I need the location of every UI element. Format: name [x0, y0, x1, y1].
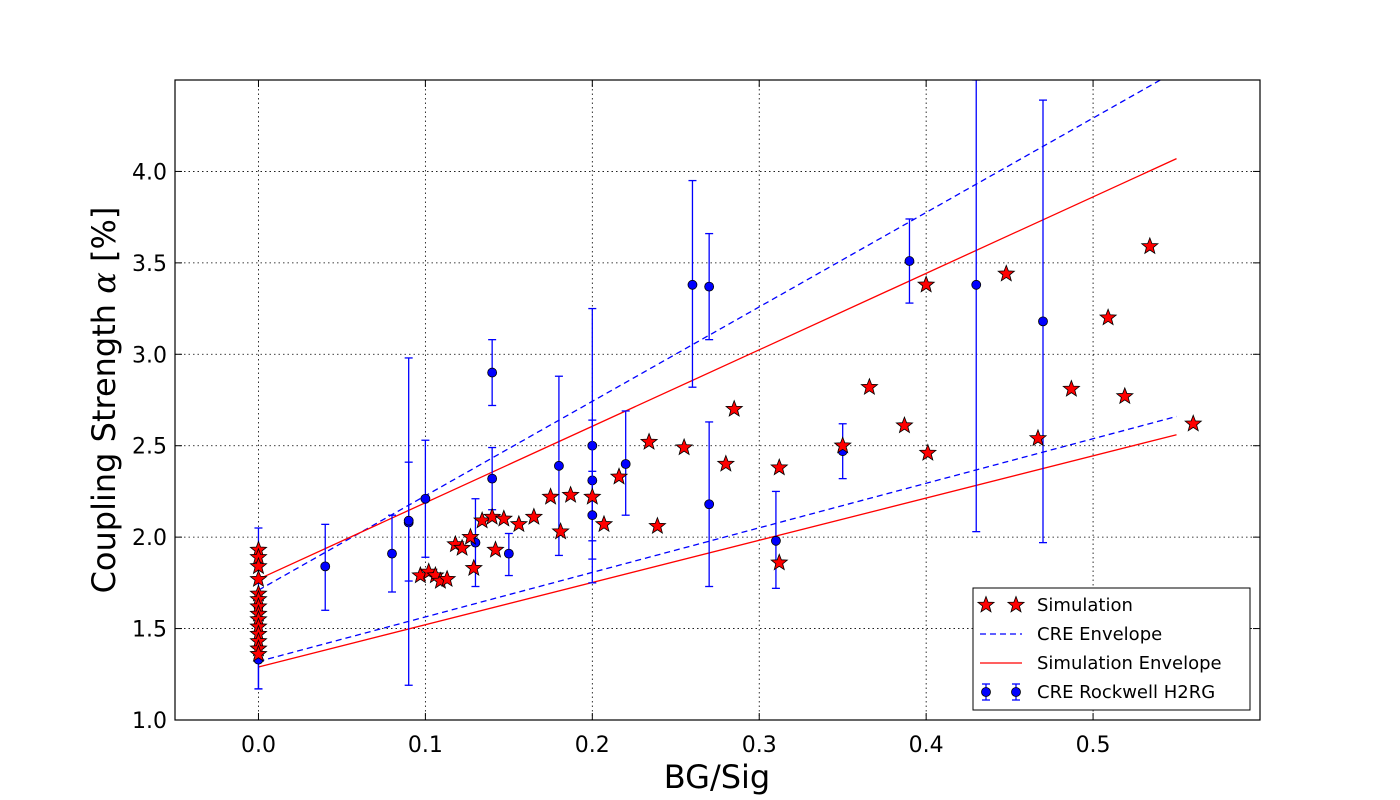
legend-item: Simulation Envelope — [980, 653, 1222, 674]
cre-data-point — [587, 510, 598, 521]
simulation-star — [860, 377, 879, 395]
simulation-star — [249, 644, 268, 662]
simulation-star — [583, 487, 602, 505]
legend: Simulation CRE Envelope Simulation Envelop… — [972, 587, 1251, 711]
cre-data-point — [503, 548, 514, 559]
legend-label: CRE Rockwell H2RG — [1037, 682, 1215, 703]
y-tick-label: 2.5 — [132, 435, 167, 460]
simulation-star — [725, 399, 744, 417]
simulation-star — [833, 436, 852, 454]
simulation-star — [524, 507, 544, 525]
simulation-star — [648, 516, 667, 534]
simulation-star — [716, 454, 736, 472]
cre-data-point — [487, 473, 498, 484]
x-tick-label: 0.1 — [408, 733, 443, 758]
y-tick-label: 1.5 — [132, 618, 167, 643]
simulation-star — [1140, 236, 1159, 255]
x-tick-label: 0.0 — [241, 733, 276, 758]
cre-data-point — [771, 535, 781, 546]
simulation-star — [494, 509, 513, 527]
simulation-star — [486, 540, 505, 558]
x-tick-label: 0.3 — [742, 733, 777, 758]
cre-data-point — [320, 561, 331, 572]
cre-data-point — [420, 493, 431, 504]
simulation-star — [509, 514, 529, 533]
simulation-star — [895, 415, 914, 434]
y-tick-label: 4.0 — [132, 160, 167, 185]
cre-envelope-line — [258, 415, 1177, 663]
simulation-star — [594, 514, 614, 533]
x-tick-label: 0.4 — [909, 733, 944, 758]
x-tick-label: 0.2 — [575, 733, 610, 758]
plot-frame — [174, 79, 1261, 721]
simulation-star — [461, 527, 480, 545]
cre-data-point — [620, 459, 631, 469]
y-tick-label: 3.0 — [132, 343, 167, 368]
simulation-star — [639, 432, 659, 450]
simulation-star — [1028, 428, 1048, 447]
simulation-stars — [249, 236, 1203, 662]
simulation-star — [437, 569, 457, 587]
legend-point-icon — [1011, 687, 1021, 697]
legend-point-icon — [981, 687, 991, 697]
legend-label: Simulation — [1037, 595, 1133, 616]
envelope-lines — [258, 80, 1177, 668]
simulation-star — [464, 558, 483, 577]
cre-data-point — [904, 256, 915, 266]
y-axis-label: Coupling Strength α [%] — [85, 207, 123, 594]
cre-data-point — [704, 499, 715, 510]
legend-label: CRE Envelope — [1037, 624, 1162, 645]
simulation-envelope-line — [258, 434, 1177, 668]
y-axis-label-prefix: Coupling Strength — [85, 294, 123, 594]
cre-data-point — [554, 460, 564, 471]
simulation-star — [1062, 379, 1081, 397]
simulation-star — [1098, 308, 1118, 326]
simulation-star — [249, 569, 268, 587]
simulation-star — [770, 553, 789, 571]
axis-ticks: 0.0 0.1 0.2 0.3 0.4 0.5 1.0 1.5 2.0 2.5 3.0 3.5 4.0 — [132, 80, 1260, 758]
cre-data-point — [704, 281, 715, 292]
y-axis-label-symbol: α — [85, 272, 123, 294]
legend-item: CRE Envelope — [980, 624, 1162, 645]
simulation-star — [770, 458, 789, 476]
simulation-star — [482, 507, 502, 525]
cre-data-point — [387, 548, 397, 559]
simulation-envelope-line — [258, 158, 1177, 580]
cre-data-point — [971, 279, 982, 290]
x-axis-label: BG/Sig — [664, 758, 770, 796]
y-axis-label-suffix: [%] — [85, 207, 123, 273]
simulation-star — [551, 522, 570, 540]
cre-envelope-line — [258, 80, 1162, 591]
legend-item: CRE Rockwell H2RG — [981, 682, 1215, 703]
cre-data-point — [687, 279, 698, 290]
simulation-star — [1115, 386, 1134, 405]
y-tick-label: 2.0 — [132, 526, 167, 551]
cre-data-point — [487, 367, 498, 378]
simulation-star — [609, 467, 629, 485]
y-tick-label: 3.5 — [132, 252, 167, 277]
legend-star-icon — [976, 595, 996, 613]
simulation-star — [674, 437, 694, 456]
simulation-star — [452, 538, 472, 556]
simulation-star — [1184, 414, 1203, 432]
legend-label: Simulation Envelope — [1037, 653, 1222, 674]
simulation-star — [997, 264, 1016, 282]
legend-item: Simulation — [976, 595, 1133, 616]
y-tick-label: 1.0 — [132, 709, 167, 734]
simulation-star — [918, 443, 937, 461]
cre-data-point — [403, 515, 414, 526]
simulation-star — [916, 275, 936, 293]
legend-star-icon — [1006, 595, 1026, 613]
simulation-star — [561, 485, 580, 503]
x-tick-label: 0.5 — [1076, 733, 1111, 758]
simulation-star — [541, 487, 560, 505]
cre-data-point — [1038, 316, 1048, 327]
